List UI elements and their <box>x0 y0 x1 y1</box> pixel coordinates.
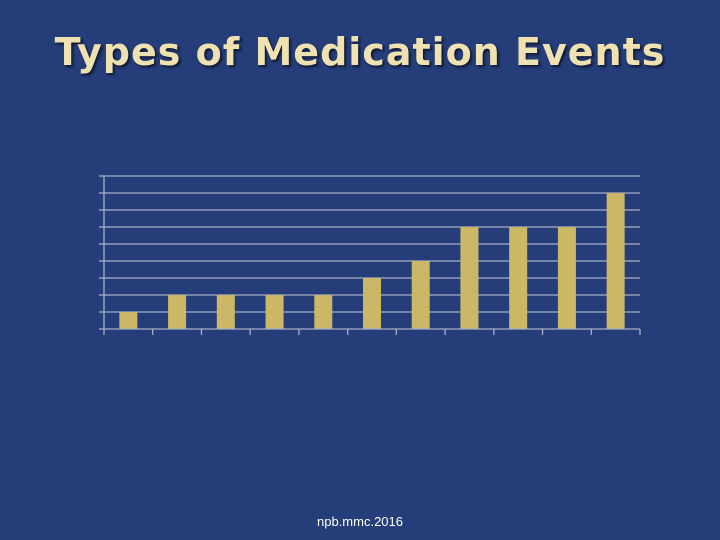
axes <box>99 175 641 335</box>
bars <box>119 193 625 329</box>
slide-title: Types of Medication Events <box>54 30 666 74</box>
bar-8 <box>460 227 479 329</box>
bar-10 <box>557 227 576 329</box>
bar-5 <box>314 295 333 329</box>
bar-1 <box>119 312 138 329</box>
bar-2 <box>168 295 187 329</box>
bar-9 <box>509 227 528 329</box>
bar-11 <box>606 193 625 329</box>
footer-credit: npb.mmc.2016 <box>317 514 403 529</box>
bar-3 <box>216 295 235 329</box>
bar-6 <box>363 278 381 329</box>
bar-7 <box>411 261 430 329</box>
bar-4 <box>265 295 284 329</box>
